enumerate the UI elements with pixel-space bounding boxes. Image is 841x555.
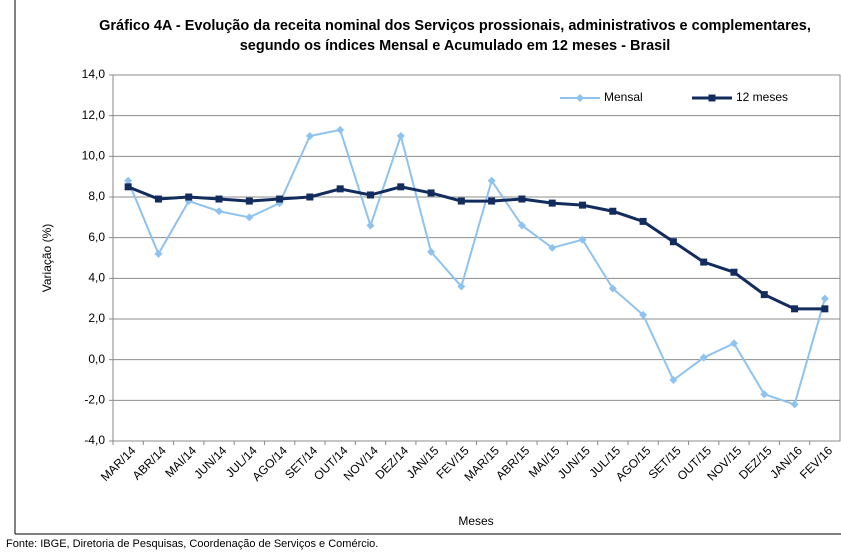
point	[790, 400, 799, 409]
y-tick-label: 8,0	[88, 189, 105, 203]
point	[760, 291, 768, 299]
point	[669, 376, 678, 384]
x-tick-label: NOV/15	[704, 443, 744, 483]
x-tick-label: ABR/15	[493, 443, 532, 482]
point	[457, 197, 465, 205]
point	[488, 197, 496, 205]
point	[608, 284, 617, 293]
point	[215, 207, 224, 216]
y-tick-label: 14,0	[82, 67, 106, 81]
point	[427, 247, 436, 256]
point	[669, 238, 677, 246]
series-line	[127, 128, 826, 406]
x-tick-label: DEZ/14	[372, 443, 411, 482]
x-tick-label: JUN/15	[555, 443, 593, 481]
legend-label: 12 meses	[736, 90, 788, 104]
x-tick-label: FEV/16	[797, 443, 835, 481]
point	[791, 305, 799, 313]
point	[639, 217, 647, 225]
point	[609, 207, 617, 215]
point	[154, 195, 162, 203]
point	[760, 390, 769, 399]
point	[245, 213, 254, 222]
point	[820, 294, 829, 303]
x-tick-label: MAR/14	[98, 443, 139, 484]
point	[124, 183, 132, 191]
point	[245, 197, 253, 205]
chart-title: Gráfico 4A - Evolução da receita nominal…	[99, 18, 811, 54]
point	[366, 191, 374, 199]
y-tick-label: -2,0	[84, 393, 105, 407]
point	[708, 94, 716, 102]
point	[579, 201, 587, 209]
point	[729, 339, 738, 348]
point	[457, 282, 466, 291]
point	[578, 235, 587, 244]
y-tick-label: -4,0	[84, 433, 105, 447]
point	[306, 193, 314, 201]
point	[305, 132, 314, 140]
point	[154, 249, 163, 258]
x-tick-label: ABR/14	[130, 443, 169, 482]
y-tick-label: 2,0	[88, 311, 105, 325]
point	[576, 94, 584, 102]
y-tick-label: 4,0	[88, 271, 105, 285]
y-axis-label: Variação (%)	[40, 224, 54, 292]
point	[548, 199, 556, 207]
point	[518, 195, 526, 203]
x-axis-label: Meses	[458, 514, 493, 528]
plot-area	[112, 74, 841, 442]
point	[427, 189, 435, 197]
y-tick-label: 0,0	[88, 352, 105, 366]
y-tick-label: 6,0	[88, 230, 105, 244]
x-tick-label: DEZ/15	[736, 443, 775, 482]
point	[517, 221, 526, 230]
y-tick-label: 12,0	[82, 108, 106, 122]
source-note: Fonte: IBGE, Diretoria de Pesquisas, Coo…	[6, 538, 379, 550]
point	[397, 183, 405, 191]
point	[215, 195, 223, 203]
point	[730, 268, 738, 276]
point	[700, 258, 708, 266]
point	[366, 221, 375, 230]
legend-label: Mensal	[604, 90, 643, 104]
point	[185, 193, 193, 201]
point	[639, 310, 648, 319]
point	[821, 305, 829, 313]
x-tick-label: JUN/14	[191, 443, 229, 481]
point	[396, 132, 405, 140]
point	[276, 195, 284, 203]
point	[124, 176, 133, 185]
point	[487, 176, 496, 185]
point	[548, 243, 557, 252]
series-line	[127, 185, 825, 311]
point	[336, 185, 344, 193]
point	[699, 353, 708, 362]
y-tick-label: 10,0	[82, 149, 106, 163]
x-tick-label: NOV/14	[341, 443, 381, 483]
point	[336, 125, 345, 134]
